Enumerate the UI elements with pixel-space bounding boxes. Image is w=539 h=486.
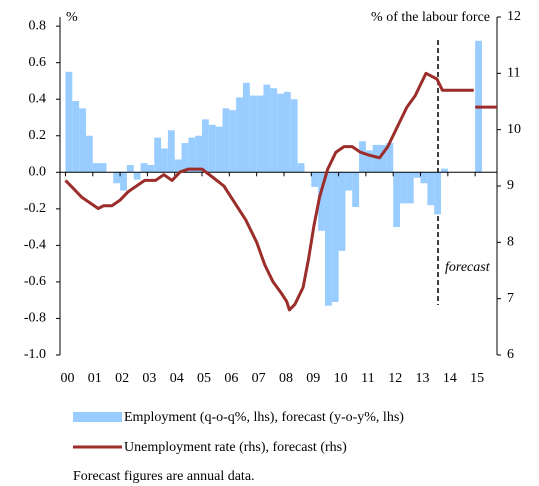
y-tick-label: -0.2	[24, 201, 46, 216]
bar	[202, 119, 209, 173]
bar	[372, 144, 380, 173]
bar	[113, 172, 121, 184]
y-tick-label: 0.6	[29, 55, 47, 70]
bar	[359, 141, 366, 173]
bar	[236, 97, 243, 173]
x-tick-label: 03	[142, 371, 156, 386]
bar	[345, 172, 353, 191]
bar	[229, 110, 237, 173]
bar	[338, 172, 346, 251]
bar	[92, 163, 100, 173]
x-tick-label: 06	[224, 371, 238, 386]
legend-label: Employment (q-o-q%, lhs), forecast (y-o-…	[124, 410, 404, 425]
y-tick-label: -0.8	[24, 311, 46, 326]
x-tick-label: 11	[361, 371, 374, 386]
footnote: Forecast figures are annual data.	[73, 469, 255, 484]
bar	[352, 172, 360, 208]
x-tick-label: 09	[306, 371, 320, 386]
x-tick-label: 07	[252, 371, 266, 386]
bar	[297, 163, 305, 173]
bar	[208, 124, 216, 173]
x-tick-label: 14	[443, 371, 457, 386]
bar	[427, 172, 435, 206]
x-tick-label: 15	[470, 371, 484, 386]
left-axis-unit: %	[66, 10, 78, 25]
bar	[147, 164, 155, 173]
y-tick-label: -0.4	[24, 238, 46, 253]
y2-tick-label: 6	[507, 347, 514, 362]
bar	[263, 84, 271, 173]
bar	[174, 159, 182, 173]
bar	[256, 95, 264, 173]
bar	[311, 172, 319, 187]
x-tick-label: 12	[388, 371, 402, 386]
y2-tick-label: 9	[507, 178, 514, 193]
bar	[99, 163, 107, 173]
bar	[126, 164, 134, 173]
bar	[167, 130, 175, 173]
x-tick-label: 10	[334, 371, 348, 386]
bar	[400, 172, 407, 204]
bar	[133, 172, 141, 180]
y-tick-label: -0.6	[24, 274, 46, 289]
y-tick-label: 0.8	[29, 18, 47, 33]
x-tick-label: 13	[416, 371, 430, 386]
bar	[420, 172, 428, 184]
bar	[441, 168, 448, 173]
x-tick-label: 08	[279, 371, 293, 386]
y2-tick-label: 12	[507, 9, 521, 24]
bar	[65, 71, 73, 173]
bar	[242, 82, 250, 173]
x-tick-label: 00	[60, 371, 74, 386]
y-tick-label: 0.0	[29, 165, 47, 180]
bar	[154, 137, 162, 173]
bar	[283, 91, 291, 173]
bar	[406, 172, 414, 204]
bar	[188, 137, 196, 173]
bar	[365, 150, 373, 173]
x-tick-label: 02	[115, 371, 129, 386]
y-tick-label: 0.2	[29, 128, 47, 143]
forecast-annotation: forecast	[445, 260, 491, 275]
right-axis-unit: % of the labour force	[371, 10, 490, 25]
bar	[215, 126, 223, 173]
y-tick-label: -1.0	[24, 347, 46, 362]
bar	[79, 108, 86, 173]
bar	[434, 172, 442, 215]
bar	[393, 172, 401, 228]
y2-tick-label: 7	[507, 291, 514, 306]
x-tick-label: 01	[88, 371, 102, 386]
bar	[379, 144, 387, 173]
bar	[85, 135, 93, 173]
bar	[222, 108, 230, 173]
y2-tick-label: 11	[507, 66, 520, 81]
y-tick-label: 0.4	[29, 91, 47, 106]
bar	[120, 172, 127, 191]
x-tick-label: 05	[197, 371, 211, 386]
bar	[249, 95, 257, 173]
legend-label: Unemployment rate (rhs), forecast (rhs)	[124, 440, 347, 455]
x-tick-label: 04	[170, 371, 184, 386]
line	[64, 71, 497, 312]
bar	[324, 172, 332, 306]
bar	[318, 172, 325, 231]
legend-swatch-bar	[73, 412, 122, 422]
bar	[161, 148, 168, 173]
bar	[195, 135, 203, 173]
y2-tick-label: 10	[507, 122, 521, 137]
bar	[331, 172, 339, 303]
bar	[181, 143, 189, 173]
bar	[413, 172, 421, 178]
bar	[140, 163, 148, 173]
bar	[277, 93, 284, 173]
bar	[72, 101, 80, 173]
y2-tick-label: 8	[507, 235, 514, 250]
bar	[270, 88, 278, 173]
bar	[290, 99, 298, 173]
bar	[386, 143, 394, 173]
